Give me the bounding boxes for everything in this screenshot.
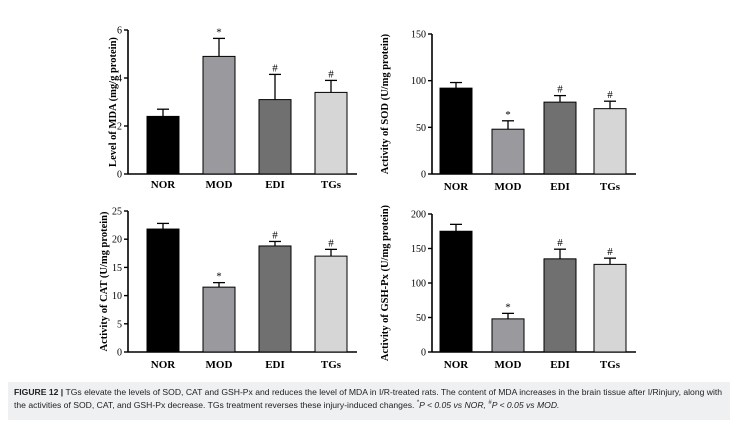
category-label: EDI [265,359,285,371]
category-label: NOR [151,359,177,371]
significance-mark: # [272,62,278,74]
y-tick-label: 4 [117,74,122,85]
y-tick-label: 0 [421,170,426,181]
category-label: EDI [550,181,570,193]
significance-mark: # [272,229,278,241]
y-tick-label: 5 [117,319,122,330]
y-tick-label: 25 [112,207,122,218]
category-label: TGs [600,359,621,371]
category-label: NOR [444,359,470,371]
significance-mark: # [607,246,613,258]
y-tick-label: 50 [416,313,426,324]
bar [491,318,525,353]
bar [491,128,525,175]
y-axis-label: Level of MDA (mg/g protein) [108,37,119,167]
y-axis-label: Activity of CAT (U/mg protein) [99,211,110,351]
bar [202,286,236,353]
significance-mark: # [328,68,334,80]
category-label: MOD [206,359,233,371]
caption-label: FIGURE 12 | [14,387,64,397]
bar [314,255,348,353]
y-tick-label: 20 [112,235,122,246]
bar [543,101,577,175]
figure-caption: FIGURE 12 | TGs elevate the levels of SO… [8,382,730,420]
significance-mark: # [607,89,613,101]
y-tick-label: 2 [117,122,122,133]
bar [439,230,473,353]
y-tick-label: 100 [411,279,426,290]
category-label: EDI [265,179,285,191]
category-label: MOD [495,359,522,371]
y-axis-label: Activity of GSH-Px (U/mg protein) [380,204,391,361]
significance-mark: * [505,109,511,121]
y-tick-label: 200 [411,210,426,221]
caption-text: TGs elevate the levels of SOD, CAT and G… [14,387,723,410]
category-label: NOR [151,179,177,191]
bar [314,91,348,175]
significance-mark: # [328,237,334,249]
significance-mark: # [557,237,563,249]
category-label: MOD [495,181,522,193]
bar [258,99,292,175]
bar [593,263,627,353]
significance-mark: * [216,271,222,283]
y-tick-label: 6 [117,26,122,37]
y-tick-label: 150 [411,244,426,255]
bar [202,55,236,175]
category-label: TGs [600,181,621,193]
bar [146,228,180,353]
significance-mark: * [505,301,511,313]
category-label: NOR [444,181,470,193]
category-label: TGs [321,359,342,371]
y-tick-label: 50 [416,123,426,134]
bar [258,245,292,353]
y-tick-label: 15 [112,263,122,274]
significance-mark: * [216,26,222,38]
category-label: TGs [321,179,342,191]
y-tick-label: 0 [117,348,122,359]
category-label: MOD [206,179,233,191]
bar [543,258,577,353]
caption-text-p2: P < 0.05 vs MOD. [491,399,560,410]
bar [439,87,473,175]
caption-sup-hash: # [488,399,492,406]
category-label: EDI [550,359,570,371]
y-tick-label: 0 [117,170,122,181]
significance-mark: # [557,84,563,96]
y-tick-label: 10 [112,291,122,302]
y-tick-label: 150 [411,30,426,41]
caption-text-p1: P < 0.05 vs NOR, [419,399,489,410]
y-tick-label: 100 [411,76,426,87]
y-tick-label: 0 [421,348,426,359]
bar [593,108,627,175]
y-axis-label: Activity of SOD (U/mg protein) [380,33,391,174]
caption-sup-star: * [416,399,420,406]
bar [146,115,180,175]
